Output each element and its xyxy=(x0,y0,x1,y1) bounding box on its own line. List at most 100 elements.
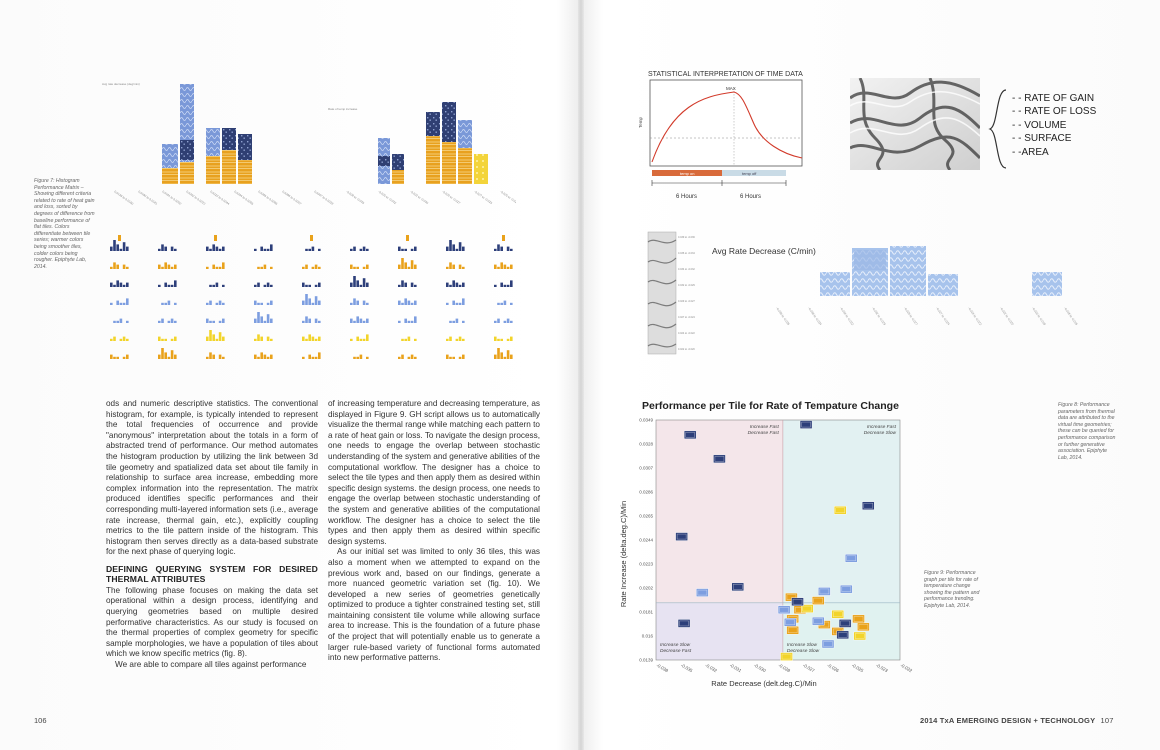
plot-frame xyxy=(655,419,901,661)
body-paragraph: We are able to compare all tiles against… xyxy=(115,659,307,669)
tile-texture xyxy=(840,620,850,627)
svg-text:Avg rate decrease (deg/min): Avg rate decrease (deg/min) xyxy=(102,82,140,86)
metric-rate-of-gain: - - RATE OF GAIN xyxy=(1012,93,1095,104)
body-column-1: ods and numeric descriptive statistics. … xyxy=(106,399,318,670)
time-data-chart: STATISTICAL INTERPRETATION OF TIME DATA … xyxy=(638,71,803,200)
tile-texture xyxy=(841,586,852,592)
tile-texture xyxy=(846,555,856,562)
svg-text:0.027 to -0.024: 0.027 to -0.024 xyxy=(678,316,695,319)
svg-text:-0.025 to -0.022: -0.025 to -0.022 xyxy=(499,190,516,205)
temp-on-bar xyxy=(652,170,722,176)
y-tick-label: 0.0223 xyxy=(639,562,653,567)
x-tick-label: -0.028 xyxy=(778,663,792,674)
data-point-tile xyxy=(801,604,814,613)
quadrant-label: Decrease Slow xyxy=(787,648,820,654)
body-paragraph: of increasing temperature and decreasing… xyxy=(328,399,540,546)
data-point-tile xyxy=(683,430,697,440)
svg-text:-0.039 to -0.036: -0.039 to -0.036 xyxy=(775,306,791,326)
quadrant-label: Increase Slow xyxy=(787,642,818,648)
chart-title: Performance per Tile for Rate of Tempatu… xyxy=(642,400,899,412)
data-point-tile xyxy=(696,588,709,597)
quadrant-label: Increase Slow xyxy=(660,642,691,648)
metric-area: - -AREA xyxy=(1012,146,1049,158)
y-tick-label: 0.0181 xyxy=(639,610,653,615)
tile-texture xyxy=(833,611,843,618)
data-point-tile xyxy=(812,596,825,605)
svg-text:-0.030 to -0.027: -0.030 to -0.027 xyxy=(441,190,461,205)
quadrant-label: Increase Fast xyxy=(750,424,780,430)
x-tick-label: -0.023 xyxy=(875,663,889,674)
svg-text:-0.038 to -0.035: -0.038 to -0.035 xyxy=(345,190,365,205)
duration-1: 6 Hours xyxy=(676,194,697,200)
temp-off-label: temp off xyxy=(742,171,757,176)
data-point-tile xyxy=(812,616,825,626)
body-column-2: of increasing temperature and decreasing… xyxy=(328,399,540,664)
svg-text:Rate of temp increase: Rate of temp increase xyxy=(328,107,358,111)
data-point-tile xyxy=(786,626,799,635)
tile-texture xyxy=(854,633,865,639)
data-point-tile xyxy=(777,605,791,614)
y-tick-label: 0.0139 xyxy=(639,658,653,663)
time-chart-ylabel: Temp xyxy=(638,116,643,128)
svg-text:-0.035 to -0.032: -0.035 to -0.032 xyxy=(377,190,397,205)
data-point-tile xyxy=(840,584,853,594)
tile-texture xyxy=(697,589,708,596)
svg-text:-0.020 to -0.018: -0.020 to -0.018 xyxy=(1031,306,1047,326)
tile-texture xyxy=(863,502,874,509)
y-tick-label: 0.0244 xyxy=(639,538,653,543)
tile-texture xyxy=(813,618,824,624)
svg-text:0.022 to -0.020: 0.022 to -0.020 xyxy=(678,348,695,351)
tile-texture xyxy=(823,641,833,647)
x-tick-label: -0.030 xyxy=(753,663,767,674)
tile-texture xyxy=(835,507,845,514)
svg-text:0.0265 to 0.0286: 0.0265 to 0.0286 xyxy=(257,190,278,205)
data-point-tile xyxy=(821,639,835,649)
temp-off-bar xyxy=(722,170,786,176)
tile-texture xyxy=(802,605,813,612)
page-gutter xyxy=(578,0,584,750)
svg-text:-0.018 to -0.016: -0.018 to -0.016 xyxy=(1063,306,1079,326)
quadrant-label: Decrease Slow xyxy=(864,430,897,436)
x-tick-label: -0.026 xyxy=(826,663,840,674)
figure8-caption: Figure 8: Performance parameters from th… xyxy=(1058,402,1116,461)
y-tick-label: 0.016 xyxy=(642,634,654,639)
svg-text:-0.024 to -0.022: -0.024 to -0.022 xyxy=(967,306,983,326)
data-point-tile xyxy=(783,618,797,627)
x-tick-label: -0.022 xyxy=(900,663,914,674)
svg-text:0.0181 to 0.0202: 0.0181 to 0.0202 xyxy=(161,190,182,205)
tile-texture xyxy=(837,632,848,638)
x-tick-label: -0.032 xyxy=(704,663,718,674)
tile-texture xyxy=(792,598,803,605)
data-point-tile xyxy=(844,554,858,563)
x-tick-label: -0.027 xyxy=(802,663,816,674)
svg-text:0.034 to -0.032: 0.034 to -0.032 xyxy=(678,268,695,271)
brace xyxy=(988,89,1007,169)
metric-surface: - - SURFACE xyxy=(1012,133,1072,145)
data-point-tile xyxy=(675,532,688,541)
svg-text:0.0244 to 0.0265: 0.0244 to 0.0265 xyxy=(233,190,254,205)
tile-surface-image xyxy=(850,78,980,170)
data-point-tile xyxy=(731,582,744,592)
quadrant-bottom-left xyxy=(656,602,783,660)
page-number-left: 106 xyxy=(34,716,47,725)
tile-texture xyxy=(685,432,695,438)
body-paragraph: ods and numeric descriptive statistics. … xyxy=(106,399,318,557)
data-point-tile xyxy=(780,652,793,661)
quadrant-label: Decrease Fast xyxy=(748,430,780,436)
tile-texture xyxy=(781,653,792,660)
svg-text:-0.027 to -0.024: -0.027 to -0.024 xyxy=(935,306,951,326)
tile-texture xyxy=(779,606,789,613)
figure7-caption: Figure 7: Histogram Performance Matrix –… xyxy=(34,178,95,270)
histogram-matrix-top: Avg rate decrease (deg/min) Rate of temp… xyxy=(102,82,516,205)
figure9-caption: Figure 9: Performance graph per tile for… xyxy=(924,570,980,609)
x-tick-label: -0.038 xyxy=(656,663,670,674)
duration-2: 6 Hours xyxy=(740,194,761,200)
data-point-tile xyxy=(862,501,875,510)
svg-text:-0.022 to -0.020: -0.022 to -0.020 xyxy=(999,306,1015,326)
quadrant-label: Increase Fast xyxy=(867,424,897,430)
body-paragraph: The following phase focuses on making th… xyxy=(106,585,318,659)
tile-texture xyxy=(853,616,864,622)
svg-text:0.0202 to 0.0223: 0.0202 to 0.0223 xyxy=(185,190,206,205)
y-tick-label: 0.0286 xyxy=(639,490,653,495)
tile-texture xyxy=(676,533,687,540)
